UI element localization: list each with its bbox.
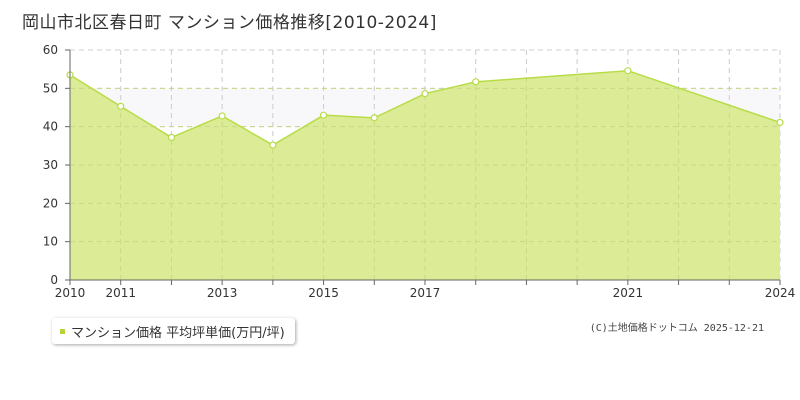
y-tick-label: 0 [50, 273, 58, 287]
y-tick-label: 30 [43, 158, 58, 172]
x-tick-label: 2010 [55, 286, 86, 300]
y-tick-label: 10 [43, 235, 58, 249]
legend-marker [60, 328, 65, 334]
data-point [218, 112, 226, 120]
data-point [167, 133, 176, 141]
copyright-text: (C)土地価格ドットコム 2025-12-21 [589, 323, 764, 334]
x-tick-label: 2013 [207, 286, 238, 300]
data-point [269, 141, 277, 149]
chart-title: 岡山市北区春日町 マンション価格推移[2010-2024] [22, 13, 437, 33]
x-tick-label: 2021 [613, 286, 644, 300]
legend-label: マンション価格 平均坪単価(万円/坪) [71, 325, 285, 341]
y-tick-label: 60 [43, 43, 58, 57]
area-fill [70, 70, 780, 280]
x-tick-label: 2011 [105, 286, 136, 300]
data-point [472, 78, 480, 86]
x-tick-label: 2017 [410, 286, 441, 300]
data-point [776, 118, 784, 127]
data-point [624, 67, 632, 75]
y-tick-label: 20 [43, 196, 58, 210]
data-point [370, 114, 378, 122]
y-tick-label: 50 [43, 81, 58, 95]
legend: マンション価格 平均坪単価(万円/坪) [52, 318, 295, 344]
x-tick-label: 2024 [765, 286, 796, 300]
x-tick-label: 2015 [308, 286, 339, 300]
data-point [421, 90, 429, 98]
data-point [319, 111, 328, 119]
y-tick-label: 40 [43, 120, 58, 134]
data-point [117, 102, 125, 110]
